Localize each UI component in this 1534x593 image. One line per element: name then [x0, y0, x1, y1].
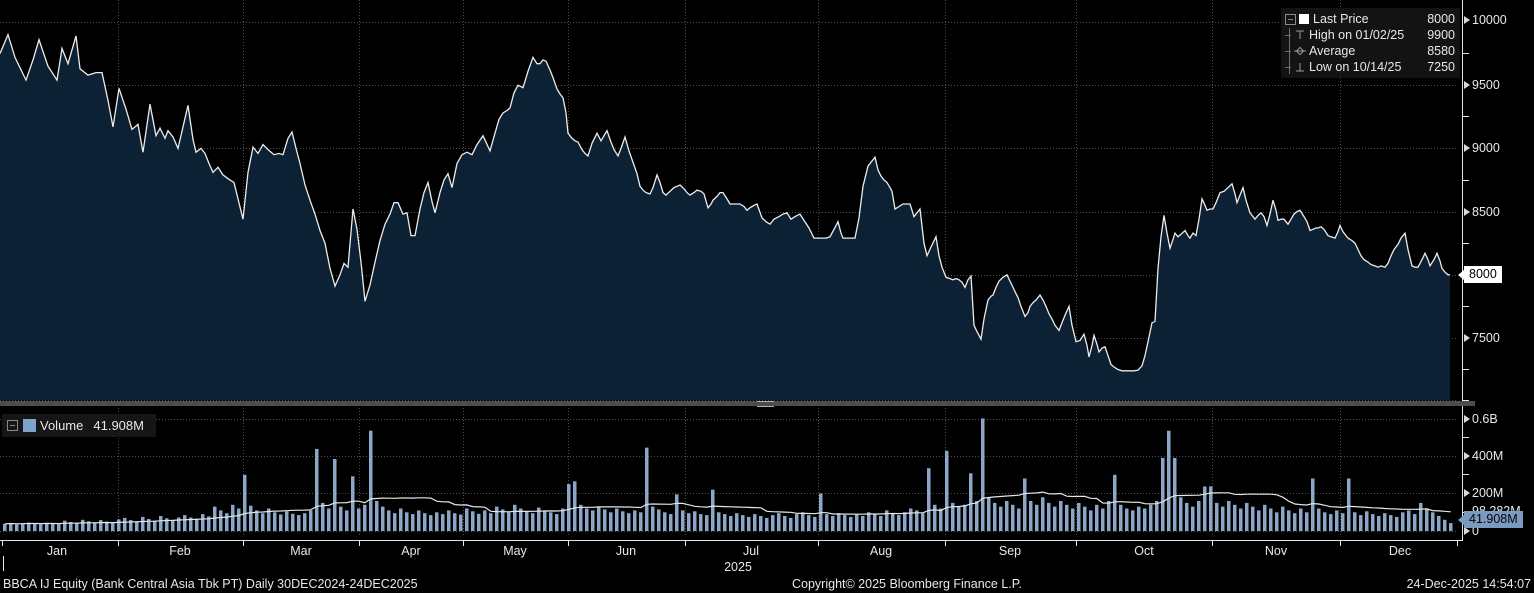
current-volume-tag-text: 41.908M: [1469, 512, 1518, 526]
legend-value: 8580: [1427, 44, 1455, 58]
divider-drag-handle-icon[interactable]: [757, 401, 774, 407]
volume-axis-label-200m: 200M: [1464, 486, 1503, 500]
price-tick-text: 10000: [1472, 13, 1507, 27]
price-tick-text: 7500: [1472, 331, 1500, 345]
volume-axis-label-400m: 400M: [1464, 449, 1503, 463]
price-area-fill: [0, 34, 1450, 400]
volume-axis-label-06b: 0.6B: [1464, 412, 1498, 426]
price-tick-text: 9000: [1472, 141, 1500, 155]
last-price-tag: 8000: [1458, 266, 1502, 283]
tick-arrow-icon: [1464, 527, 1470, 535]
legend-expander-icon[interactable]: [1285, 13, 1296, 25]
legend-tree-stub: [1285, 66, 1291, 68]
month-label-jun: Jun: [615, 544, 637, 558]
legend-label: Average: [1309, 44, 1356, 58]
month-label-nov: Nov: [1264, 544, 1288, 558]
security-description-text: BBCA IJ Equity (Bank Central Asia Tbk PT…: [3, 577, 418, 591]
price-axis-label-7500: 7500: [1464, 331, 1500, 345]
month-label-oct: Oct: [1134, 544, 1154, 558]
month-label-feb: Feb: [169, 544, 191, 558]
last-price-swatch-icon: [1299, 14, 1309, 24]
month-label-sep: Sep: [998, 544, 1022, 558]
tick-arrow-icon: [1464, 16, 1470, 24]
current-volume-tag: 41.908M: [1458, 511, 1523, 528]
volume-legend-value: 41.908M: [93, 418, 144, 433]
volume-legend-label: Volume: [40, 418, 84, 433]
month-label-mar: Mar: [290, 544, 312, 558]
volume-bars: [3, 418, 1453, 532]
legend-value: 9900: [1427, 28, 1455, 42]
volume-axis-label-0: 0: [1464, 524, 1479, 538]
price-axis-label-8500: 8500: [1464, 205, 1500, 219]
month-label-dec: Dec: [1388, 544, 1412, 558]
panel-divider-scrollbar[interactable]: [0, 401, 1475, 407]
legend-row-high[interactable]: High on 01/02/25 9900: [1285, 27, 1455, 43]
legend-row-low[interactable]: Low on 10/14/25 7250: [1285, 59, 1455, 75]
tick-arrow-icon: [1464, 144, 1470, 152]
volume-tick-text: 0: [1472, 524, 1479, 538]
tag-notch-icon: [1458, 269, 1464, 280]
price-axis-label-9500: 9500: [1464, 78, 1500, 92]
copyright-text: Copyright© 2025 Bloomberg Finance L.P.: [792, 577, 1022, 591]
price-axis-label-10000: 10000: [1464, 13, 1507, 27]
month-label-jul: Jul: [743, 544, 759, 558]
legend-row-last-price[interactable]: Last Price 8000: [1285, 11, 1455, 27]
tick-arrow-icon: [1464, 489, 1470, 497]
month-label-jan: Jan: [46, 544, 68, 558]
volume-tick-text: 0.6B: [1472, 412, 1498, 426]
tag-notch-icon: [1458, 514, 1464, 525]
tick-arrow-icon: [1464, 208, 1470, 216]
legend-label: Last Price: [1313, 12, 1369, 26]
legend-label: Low on 10/14/25: [1309, 60, 1402, 74]
legend-tree-stub: [1285, 34, 1291, 36]
timestamp-text: 24-Dec-2025 14:54:07: [1406, 577, 1531, 591]
tick-arrow-icon: [1464, 81, 1470, 89]
legend-value: 8000: [1427, 12, 1455, 26]
month-label-aug: Aug: [869, 544, 893, 558]
month-label-may: May: [503, 544, 527, 558]
average-marker-icon: [1294, 46, 1306, 56]
status-bar: BBCA IJ Equity (Bank Central Asia Tbk PT…: [0, 575, 1534, 593]
tick-arrow-icon: [1464, 452, 1470, 460]
volume-tick-text: 200M: [1472, 486, 1504, 500]
low-marker-icon: [1296, 63, 1304, 72]
price-line: [0, 32, 1450, 372]
last-price-tag-text: 8000: [1469, 267, 1497, 281]
year-label: 2025: [724, 560, 752, 574]
volume-tick-text: 400M: [1472, 449, 1504, 463]
price-tick-text: 8500: [1472, 205, 1500, 219]
tick-arrow-icon: [1464, 334, 1470, 342]
legend-row-average[interactable]: Average 8580: [1285, 43, 1455, 59]
volume-moving-average-line: [4, 491, 1451, 525]
high-marker-icon: [1296, 30, 1304, 39]
volume-legend-expander-icon[interactable]: [7, 420, 18, 431]
month-label-apr: Apr: [401, 544, 421, 558]
price-axis-label-9000: 9000: [1464, 141, 1500, 155]
tick-arrow-icon: [1464, 415, 1470, 423]
price-tick-text: 9500: [1472, 78, 1500, 92]
legend-tree-stub: [1285, 50, 1291, 52]
volume-swatch-icon: [23, 419, 36, 432]
gridlines: [0, 0, 1457, 537]
legend-label: High on 01/02/25: [1309, 28, 1405, 42]
volume-legend-box[interactable]: Volume 41.908M: [2, 414, 156, 437]
price-legend-box: Last Price 8000 High on 01/02/25 9900 Av…: [1281, 8, 1460, 78]
legend-value: 7250: [1427, 60, 1455, 74]
